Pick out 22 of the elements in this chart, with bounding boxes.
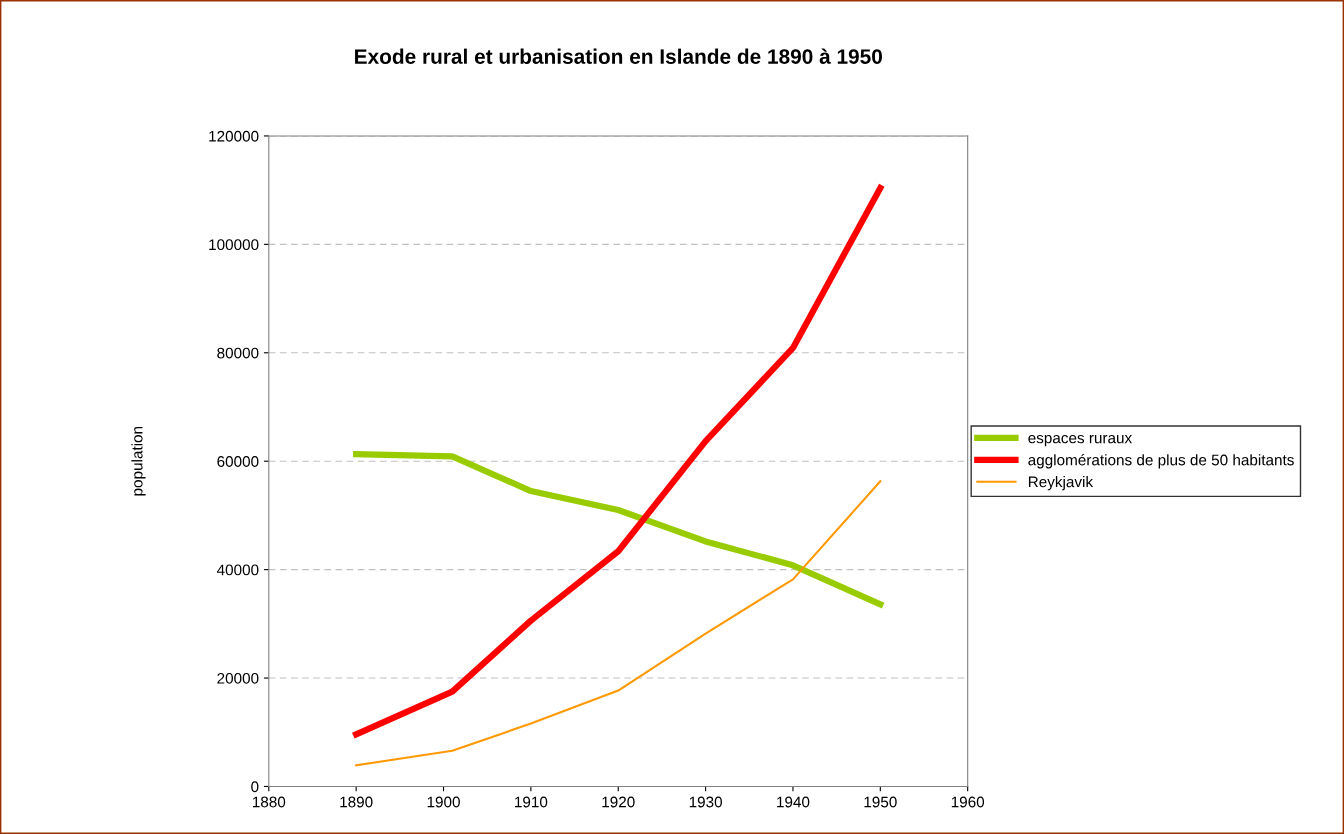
y-tick-label: 100000: [209, 239, 259, 251]
y-tick-label: 60000: [217, 456, 259, 467]
line-series: [355, 480, 882, 767]
y-tick-label: 120000: [209, 130, 259, 142]
x-tick-label: 1910: [515, 796, 548, 808]
y-tick-label: 20000: [217, 672, 259, 684]
x-tick-label: 1900: [427, 796, 460, 808]
y-tick-label: 40000: [216, 564, 259, 576]
y-tick-label: 0: [251, 781, 259, 793]
x-tick-label: 1940: [777, 796, 810, 808]
chart-title: Exode rural et urbanisation en Islande de 1890 à 1950: [355, 48, 882, 64]
x-tick-label: 1960: [951, 796, 985, 808]
legend-label: Reykjavik: [1028, 476, 1094, 491]
x-tick-label: 1930: [689, 796, 722, 808]
y-axis-title: population: [131, 426, 146, 496]
y-tick-label: 80000: [217, 347, 259, 359]
x-tick-label: 1880: [252, 796, 286, 808]
legend-label: agglomérations de plus de 50 habitants: [1028, 453, 1294, 469]
legend-label: espaces ruraux: [1028, 434, 1132, 447]
x-tick-label: 1950: [864, 796, 897, 808]
x-tick-label: 1890: [340, 796, 373, 808]
x-tick-label: 1920: [602, 796, 635, 808]
